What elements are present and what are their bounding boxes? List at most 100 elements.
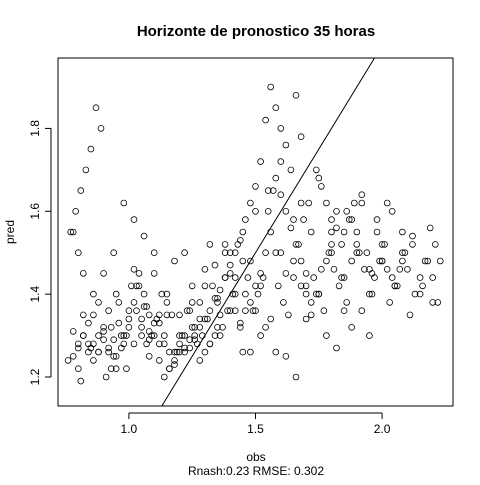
data-point	[100, 328, 107, 335]
data-point	[110, 249, 117, 257]
data-point	[312, 166, 320, 174]
data-point	[130, 265, 138, 273]
data-point	[118, 332, 125, 339]
data-point	[123, 365, 130, 373]
data-point	[257, 282, 264, 290]
data-point	[201, 282, 209, 290]
data-point	[297, 282, 305, 290]
data-point	[181, 348, 188, 356]
data-point	[383, 265, 391, 273]
data-point	[345, 216, 353, 223]
data-point	[434, 299, 442, 306]
data-point	[206, 241, 214, 248]
data-point	[391, 282, 399, 290]
data-point	[259, 274, 267, 281]
data-point	[181, 332, 188, 339]
data-point	[262, 249, 269, 257]
x-axis: 1.0 1.5 2.0	[121, 412, 391, 436]
data-point	[123, 332, 130, 339]
data-point	[264, 187, 272, 194]
data-point	[171, 348, 178, 356]
data-point	[340, 274, 348, 281]
data-point	[312, 290, 320, 298]
data-point	[254, 290, 262, 298]
data-point	[242, 216, 249, 223]
data-point	[163, 311, 171, 319]
y-axis-label: pred	[3, 220, 17, 244]
data-point	[292, 373, 300, 381]
data-point	[297, 257, 305, 265]
data-point	[297, 199, 305, 207]
data-point	[166, 348, 173, 356]
data-point	[348, 216, 356, 223]
data-point	[226, 307, 234, 315]
data-point	[85, 319, 92, 327]
data-point	[348, 257, 356, 265]
data-point	[358, 199, 366, 207]
data-points	[64, 83, 444, 385]
data-point	[373, 228, 381, 236]
data-point	[143, 340, 150, 348]
data-point	[338, 274, 345, 281]
data-point	[69, 352, 77, 360]
data-point	[272, 104, 280, 111]
data-point	[107, 365, 115, 373]
data-point	[317, 265, 325, 273]
data-point	[436, 257, 444, 265]
data-point	[272, 249, 280, 257]
data-point	[262, 116, 269, 124]
data-point	[277, 249, 285, 257]
data-point	[150, 249, 158, 257]
data-point	[95, 348, 102, 356]
data-point	[158, 290, 166, 298]
data-point	[426, 224, 434, 232]
data-point	[150, 332, 158, 339]
data-point	[216, 332, 224, 339]
data-point	[196, 315, 204, 323]
data-point	[328, 241, 335, 248]
data-point	[188, 282, 196, 290]
data-point	[237, 323, 244, 331]
data-point	[330, 265, 338, 273]
data-point	[361, 265, 368, 273]
data-point	[429, 299, 437, 306]
data-point	[191, 336, 199, 344]
y-tick-label: 1.8	[28, 120, 42, 137]
data-point	[188, 323, 196, 331]
data-point	[231, 290, 239, 298]
data-point	[216, 286, 224, 294]
data-point	[267, 315, 275, 323]
data-point	[153, 315, 161, 323]
data-point	[274, 282, 282, 290]
data-point	[90, 290, 97, 298]
data-point	[112, 365, 120, 373]
data-point	[323, 199, 330, 207]
data-point	[100, 323, 107, 331]
data-point	[358, 191, 366, 199]
y-tick-label: 1.6	[28, 203, 42, 220]
data-point	[333, 208, 340, 215]
data-point	[348, 323, 356, 331]
data-point	[401, 249, 409, 257]
data-point	[156, 340, 163, 348]
data-point	[282, 208, 290, 215]
data-point	[150, 270, 158, 277]
data-point	[138, 315, 145, 323]
y-axis: 1.2 1.4 1.6 1.8	[28, 120, 52, 385]
data-point	[100, 336, 107, 344]
data-point	[201, 265, 209, 273]
data-point	[95, 332, 102, 339]
data-point	[237, 319, 244, 327]
data-point	[115, 319, 123, 327]
data-point	[80, 332, 87, 339]
data-point	[183, 307, 191, 315]
data-point	[201, 315, 209, 323]
data-point	[302, 282, 310, 290]
data-point	[138, 332, 145, 339]
data-point	[224, 307, 231, 315]
data-point	[302, 270, 310, 277]
data-point	[226, 249, 234, 257]
data-point	[257, 158, 264, 165]
data-point	[176, 311, 183, 319]
